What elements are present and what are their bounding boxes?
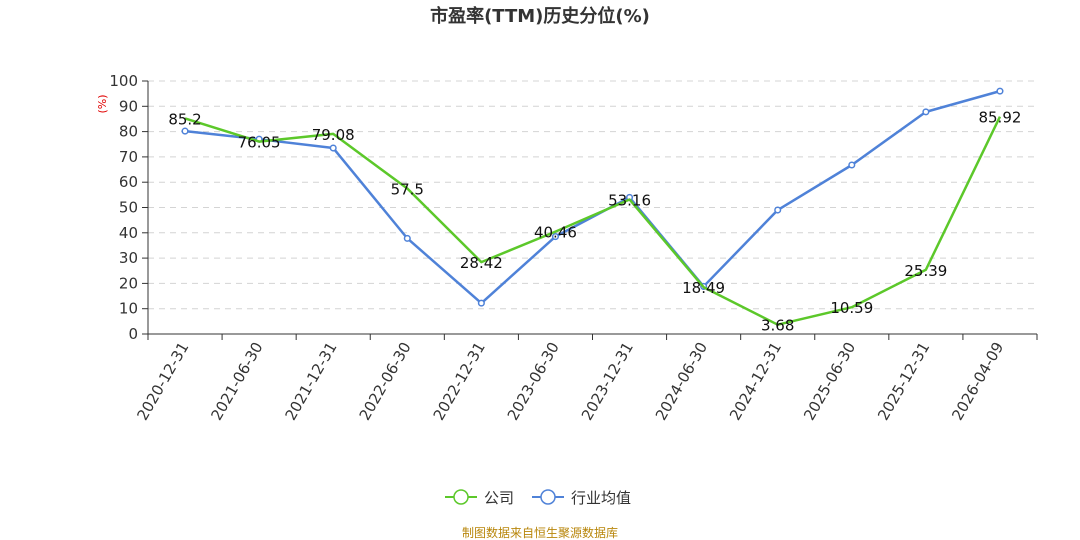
legend-item-industry[interactable]: 行业均值: [532, 489, 631, 507]
industry-data-point: [774, 206, 782, 214]
x-tick-label: 2020-12-31: [133, 339, 192, 424]
y-tick-label: 90: [119, 97, 138, 115]
y-tick-label: 0: [128, 325, 138, 343]
y-tick-label: 60: [119, 173, 138, 191]
x-tick-label: 2025-12-31: [874, 339, 933, 424]
x-tick-label: 2025-06-30: [800, 339, 859, 424]
company-data-label: 25.39: [904, 262, 947, 280]
industry-data-point: [181, 127, 189, 135]
legend-label-company: 公司: [484, 489, 514, 507]
y-tick-label: 40: [119, 224, 138, 242]
company-data-label: 28.42: [460, 254, 503, 272]
legend-marker-industry: [540, 489, 556, 505]
series-line-company: [184, 116, 1002, 326]
industry-data-point: [922, 108, 930, 116]
axes: 0 10 20 30 40 50 60 70 80 90 100 2020-12-31 2021-06-…: [109, 72, 1038, 424]
industry-data-point: [329, 144, 337, 152]
grid-lines: [148, 80, 1037, 310]
x-tick-label: 2021-12-31: [281, 339, 340, 424]
industry-data-point: [477, 299, 485, 307]
legend-label-industry: 行业均值: [571, 489, 631, 507]
x-tick-label: 2022-12-31: [430, 339, 489, 424]
x-tick-label: 2022-06-30: [356, 339, 415, 424]
company-data-label: 40.46: [534, 224, 577, 242]
legend: 公司 行业均值: [445, 489, 631, 507]
x-tick-label: 2024-12-31: [726, 339, 785, 424]
y-tick-label: 30: [119, 249, 138, 267]
industry-data-point: [848, 161, 856, 169]
y-tick-label: 10: [119, 300, 138, 318]
company-data-label: 53.16: [608, 192, 651, 210]
x-tick-label: 2026-04-09: [948, 339, 1007, 424]
industry-data-point: [996, 87, 1004, 95]
industry-data-point: [551, 233, 560, 241]
y-axis-unit-label: (%): [96, 94, 109, 113]
chart-title: 市盈率(TTM)历史分位(%): [430, 5, 650, 27]
company-data-label: 3.68: [761, 317, 794, 335]
x-tick-label: 2023-12-31: [578, 339, 637, 424]
company-data-label: 79.08: [312, 126, 355, 144]
data-labels: 85.2 76.05 79.08 57.5 28.42 40.46 53.16 18.49 3.…: [168, 109, 1021, 335]
y-tick-label: 100: [109, 72, 138, 90]
company-data-label: 57.5: [391, 181, 424, 199]
y-tick-label: 20: [119, 274, 138, 292]
company-data-label: 85.2: [168, 110, 201, 128]
y-tick-label: 70: [119, 148, 138, 166]
legend-marker-company: [453, 489, 469, 505]
company-data-label: 18.49: [682, 279, 725, 297]
legend-item-company[interactable]: 公司: [445, 489, 514, 507]
x-tick-label: 2023-06-30: [504, 339, 563, 424]
source-note: 制图数据来自恒生聚源数据库: [462, 525, 618, 540]
y-tick-label: 80: [119, 123, 138, 141]
series-line-industry: [184, 89, 1001, 305]
x-tick-label: 2021-06-30: [207, 339, 266, 424]
series-lines: [181, 87, 1004, 326]
company-data-label: 85.92: [978, 109, 1021, 127]
company-data-label: 10.59: [830, 299, 873, 317]
x-tick-label: 2024-06-30: [652, 339, 711, 424]
y-tick-label: 50: [119, 199, 138, 217]
company-data-label: 76.05: [238, 134, 281, 152]
industry-data-point: [403, 234, 411, 242]
